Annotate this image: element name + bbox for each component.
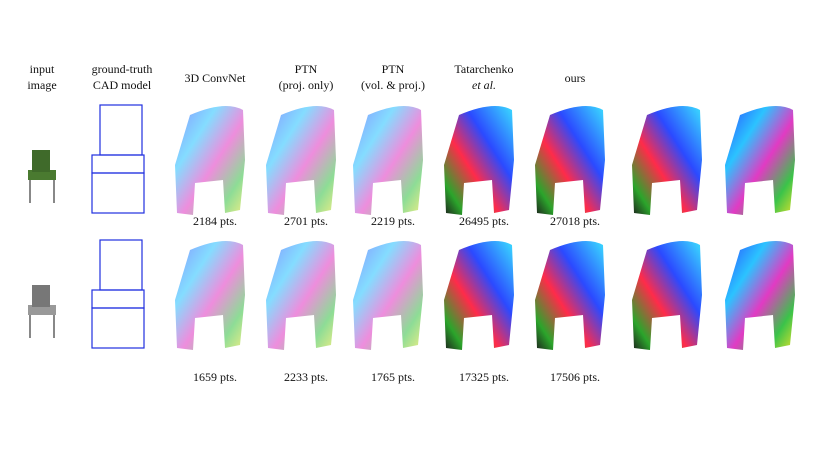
point-cloud xyxy=(175,106,245,215)
chair-image xyxy=(725,106,795,215)
chair-image xyxy=(28,150,56,203)
point-cloud xyxy=(353,241,423,350)
chair-image xyxy=(28,285,56,338)
base xyxy=(91,172,145,214)
chair-image xyxy=(535,106,605,215)
point-count: 27018 pts. xyxy=(550,214,600,228)
point-count: 2701 pts. xyxy=(284,214,328,228)
column-header: ground-truth xyxy=(92,62,153,76)
chair-image xyxy=(91,104,145,214)
point-cloud xyxy=(725,241,795,350)
column-header: et al. xyxy=(472,78,496,92)
chair-image xyxy=(353,241,423,350)
column-header: PTN xyxy=(295,62,318,76)
point-count: 2184 pts. xyxy=(193,214,237,228)
point-cloud xyxy=(353,106,423,215)
column-header: 3D ConvNet xyxy=(185,71,247,85)
back xyxy=(99,239,143,291)
chair-image xyxy=(535,241,605,350)
point-cloud xyxy=(266,106,336,215)
column-header: (vol. & proj.) xyxy=(361,78,425,92)
chair-image xyxy=(266,241,336,350)
point-cloud xyxy=(725,106,795,215)
point-cloud xyxy=(535,106,605,215)
seat xyxy=(28,170,56,180)
column-header: ours xyxy=(565,71,586,85)
column-header: Tatarchenko xyxy=(454,62,513,76)
point-count: 2233 pts. xyxy=(284,370,328,384)
seat xyxy=(28,305,56,315)
column-header: image xyxy=(27,78,56,92)
point-count: 1659 pts. xyxy=(193,370,237,384)
column-header: (proj. only) xyxy=(279,78,334,92)
base xyxy=(91,307,145,349)
column-header: input xyxy=(30,62,55,76)
point-count: 26495 pts. xyxy=(459,214,509,228)
chair-image xyxy=(353,106,423,215)
point-count: 2219 pts. xyxy=(371,214,415,228)
point-cloud xyxy=(444,106,514,215)
back xyxy=(99,104,143,156)
point-cloud xyxy=(444,241,514,350)
seat xyxy=(91,154,145,174)
point-count: 17506 pts. xyxy=(550,370,600,384)
chair-image xyxy=(444,106,514,215)
seat xyxy=(91,289,145,309)
chair-image xyxy=(91,239,145,349)
point-count: 1765 pts. xyxy=(371,370,415,384)
point-cloud xyxy=(632,106,702,215)
point-cloud xyxy=(266,241,336,350)
back xyxy=(32,150,50,172)
chair-image xyxy=(266,106,336,215)
chair-image xyxy=(444,241,514,350)
back xyxy=(32,285,50,307)
column-header: CAD model xyxy=(93,78,152,92)
point-cloud xyxy=(632,241,702,350)
chair-image xyxy=(175,241,245,350)
chair-image xyxy=(725,241,795,350)
chair-image xyxy=(632,241,702,350)
point-cloud xyxy=(535,241,605,350)
point-cloud xyxy=(175,241,245,350)
column-header: PTN xyxy=(382,62,405,76)
point-count: 17325 pts. xyxy=(459,370,509,384)
chair-image xyxy=(175,106,245,215)
chair-image xyxy=(632,106,702,215)
